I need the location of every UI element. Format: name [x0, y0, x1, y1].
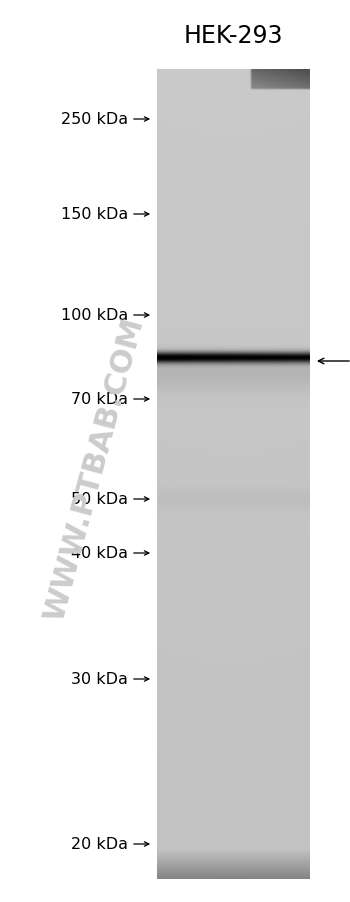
Text: WWW.PTBAB.COM: WWW.PTBAB.COM	[40, 314, 149, 624]
Text: 30 kDa: 30 kDa	[71, 672, 128, 686]
Text: 150 kDa: 150 kDa	[61, 207, 128, 222]
Text: 40 kDa: 40 kDa	[71, 546, 128, 561]
Text: 250 kDa: 250 kDa	[61, 113, 128, 127]
Text: 20 kDa: 20 kDa	[71, 836, 128, 851]
Text: 100 kDa: 100 kDa	[61, 308, 128, 323]
Text: 50 kDa: 50 kDa	[71, 492, 128, 507]
Text: 70 kDa: 70 kDa	[71, 392, 128, 407]
Text: HEK-293: HEK-293	[184, 24, 283, 48]
